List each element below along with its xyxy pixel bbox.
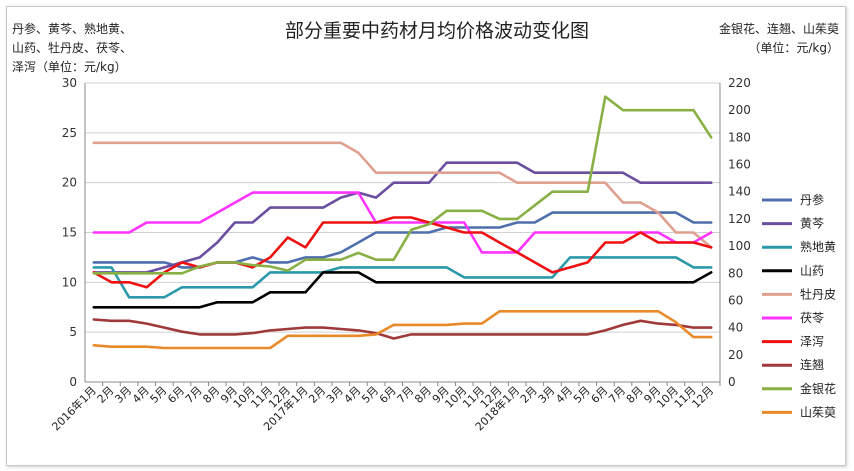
right-y-axis: 0 20 40 60 80 100 120 140 160 180 200 220	[728, 76, 751, 389]
right-tick-label: 220	[728, 76, 751, 90]
right-axis-label-line-1: 金银花、连翘、山茱萸	[719, 21, 839, 36]
right-tick-label: 0	[728, 375, 736, 389]
left-tick-label: 30	[62, 76, 77, 90]
left-tick-label: 10	[62, 275, 77, 289]
chart-title: 部分重要中药材月均价格波动变化图	[285, 20, 589, 42]
right-tick-label: 180	[728, 130, 751, 144]
left-tick-label: 5	[69, 325, 77, 339]
price-line-chart: 部分重要中药材月均价格波动变化图 丹参、黄芩、熟地黄、 山药、牡丹皮、茯苓、 泽…	[12, 20, 839, 433]
left-axis-label-line-2: 山药、牡丹皮、茯苓、	[12, 40, 132, 55]
legend-label: 黄芩	[800, 217, 824, 231]
series-line-连翘	[92, 318, 713, 340]
legend-label: 泽泻	[800, 335, 824, 349]
right-tick-label: 120	[728, 212, 751, 226]
legend-label: 熟地黄	[800, 239, 836, 254]
series-line-丹参	[92, 211, 713, 269]
legend-label: 山药	[800, 264, 824, 278]
legend-label: 金银花	[800, 381, 836, 396]
series-lines	[92, 95, 713, 350]
right-axis-label-line-2: （单位：元/kg）	[748, 40, 839, 55]
right-tick-label: 100	[728, 239, 751, 253]
left-y-axis: 0 5 10 15 20 25 30	[62, 76, 77, 389]
x-tick-label: 2016年1月	[49, 383, 99, 433]
legend-label: 茯苓	[800, 311, 824, 325]
right-tick-label: 80	[728, 266, 743, 280]
series-line-山茱萸	[92, 309, 713, 350]
right-tick-label: 160	[728, 158, 751, 172]
series-line-黄芩	[92, 161, 713, 274]
series-line-山药	[92, 271, 713, 309]
legend-label: 连翘	[800, 357, 824, 372]
chart-frame: 部分重要中药材月均价格波动变化图 丹参、黄芩、熟地黄、 山药、牡丹皮、茯苓、 泽…	[6, 6, 846, 466]
series-line-金银花	[92, 95, 713, 275]
series-line-泽泻	[92, 216, 713, 289]
right-tick-label: 200	[728, 103, 751, 117]
left-axis-label-line-1: 丹参、黄芩、熟地黄、	[12, 21, 132, 36]
left-tick-label: 25	[62, 126, 77, 140]
right-tick-label: 40	[728, 321, 743, 335]
left-tick-label: 0	[69, 375, 77, 389]
left-axis-label-line-3: 泽泻（单位：元/kg）	[12, 59, 127, 74]
right-tick-label: 60	[728, 293, 743, 307]
left-tick-label: 15	[62, 226, 77, 240]
x-axis: 2016年1月2月3月4月5月6月7月8月9月10月11月12月2017年1月2…	[49, 382, 721, 433]
right-tick-label: 140	[728, 185, 751, 199]
legend-label: 丹参	[800, 192, 824, 207]
legend-label: 牡丹皮	[800, 286, 836, 301]
series-line-牡丹皮	[92, 141, 713, 249]
right-tick-label: 20	[728, 348, 743, 362]
series-line-熟地黄	[92, 256, 713, 299]
series-line-茯苓	[92, 191, 713, 254]
legend-label: 山茱萸	[800, 405, 836, 419]
left-tick-label: 20	[62, 176, 77, 190]
